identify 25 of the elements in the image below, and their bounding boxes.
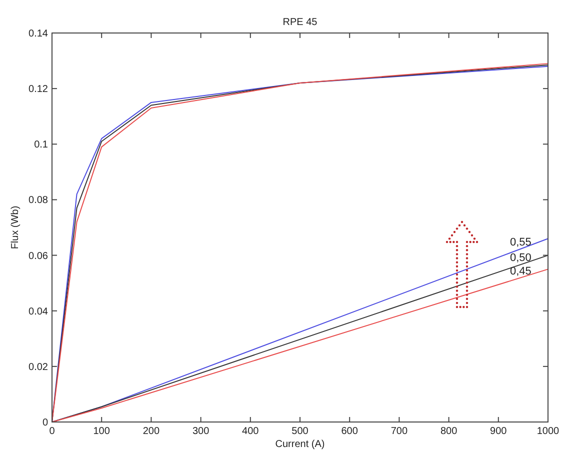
x-tick-label: 800 [440,426,458,437]
y-axis-title: Flux (Wb) [10,206,21,250]
y-tick-label: 0 [42,418,48,428]
x-axis-title: Current (A) [275,439,325,450]
y-tick-label: 0.14 [28,28,48,40]
chart-title: RPE 45 [282,17,318,28]
x-tick-label: 100 [93,426,110,437]
y-tick-label: 0.06 [28,250,48,262]
x-tick-label: 700 [390,426,408,437]
x-tick-label: 600 [341,426,358,437]
y-tick-label: 0.02 [28,362,48,373]
x-tick-label: 200 [142,426,160,437]
y-tick-label: 0.12 [28,84,48,96]
x-tick-label: 0 [49,426,56,437]
series-label: 0,50 [510,252,532,264]
series-label: 0,45 [510,265,532,278]
x-tick-label: 400 [242,426,260,437]
y-tick-label: 0.04 [28,306,48,318]
x-tick-label: 300 [192,426,210,437]
series-label: 0,55 [510,236,532,248]
y-tick-label: 0.08 [28,195,48,206]
x-tick-label: 1000 [536,426,560,437]
y-tick-label: 0.1 [34,140,48,151]
x-tick-label: 500 [292,426,309,437]
x-tick-label: 900 [490,426,508,437]
